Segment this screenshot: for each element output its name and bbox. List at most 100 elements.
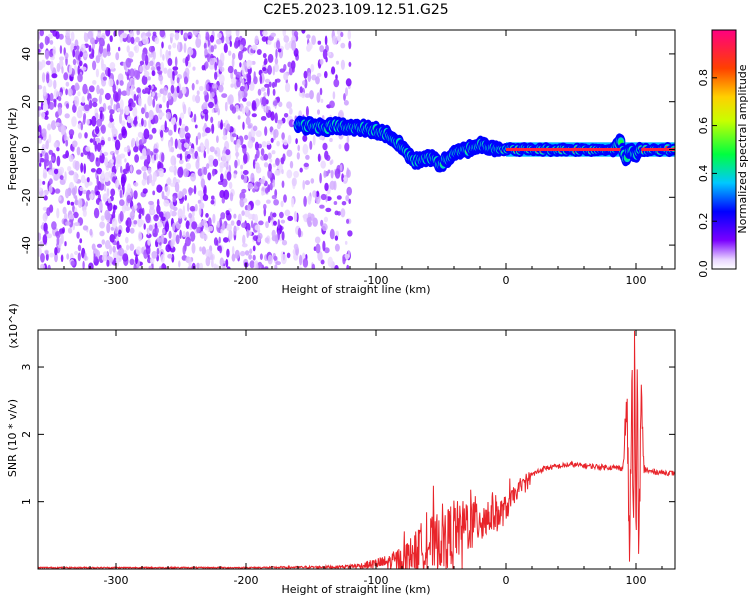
noise-blob (182, 230, 186, 238)
spectrogram-y-label: Frequency (Hz) (6, 108, 19, 191)
spectrogram-x-ticks: -300 -200 -100 0 100 (37, 30, 663, 287)
noise-blob (279, 68, 286, 73)
noise-blob (295, 138, 298, 145)
noise-blob (150, 151, 153, 156)
noise-blob (297, 227, 302, 238)
noise-blob (170, 117, 177, 126)
noise-blob (162, 87, 168, 96)
noise-blob (193, 113, 197, 123)
noise-blob (122, 62, 126, 66)
noise-blob (167, 177, 171, 186)
noise-blob (248, 254, 253, 260)
noise-blob (211, 108, 215, 113)
noise-blob (80, 175, 86, 184)
noise-blob (334, 168, 341, 179)
noise-blob (172, 66, 179, 71)
noise-blob (133, 46, 137, 51)
noise-blob (107, 123, 113, 128)
noise-blob (88, 85, 95, 93)
chart-title: C2E5.2023.109.12.51.G25 (263, 2, 448, 18)
noise-blob (252, 245, 256, 252)
noise-blob (100, 124, 106, 134)
noise-blob (236, 158, 241, 166)
noise-blob (148, 173, 153, 184)
noise-blob (172, 42, 177, 49)
noise-blob (174, 138, 178, 149)
noise-blob (161, 191, 165, 198)
noise-blob (121, 126, 127, 136)
noise-blob (101, 254, 108, 262)
noise-blob (72, 103, 77, 114)
noise-blob (348, 198, 352, 204)
noise-blob (66, 200, 71, 206)
spectrogram-y-tick-label: -20 (20, 188, 33, 206)
noise-blob (319, 58, 324, 65)
noise-blob (46, 73, 50, 84)
noise-blob (76, 231, 80, 239)
noise-blob (41, 72, 46, 83)
noise-blob (57, 106, 63, 116)
noise-blob (130, 164, 133, 174)
snr-x-tick-label: -200 (234, 574, 259, 587)
noise-blob (203, 184, 206, 196)
noise-blob (94, 140, 98, 152)
noise-blob (223, 128, 226, 137)
noise-blob (62, 154, 68, 159)
noise-blob (205, 31, 209, 38)
noise-blob (146, 154, 151, 163)
noise-blob (107, 137, 111, 142)
noise-blob (49, 30, 56, 34)
noise-blob (95, 137, 101, 143)
noise-blob (255, 263, 259, 269)
noise-blob (235, 71, 242, 78)
noise-blob (327, 256, 333, 268)
noise-blob (106, 259, 110, 267)
noise-blob (287, 215, 294, 222)
noise-blob (312, 190, 317, 198)
noise-blob (303, 195, 307, 207)
noise-blob (47, 264, 51, 269)
noise-blob (234, 159, 238, 169)
noise-blob (277, 229, 280, 241)
noise-blob (147, 238, 151, 246)
noise-blob (346, 169, 351, 178)
noise-blob (82, 115, 86, 125)
noise-blob (84, 132, 88, 139)
noise-blob (192, 211, 195, 217)
noise-blob (70, 201, 75, 206)
noise-blob (148, 265, 153, 269)
noise-blob (223, 237, 229, 243)
noise-blob (336, 60, 339, 65)
noise-blob (160, 124, 166, 131)
noise-blob (53, 99, 57, 108)
noise-blob (205, 256, 211, 267)
noise-blob (284, 209, 291, 217)
noise-blob (141, 148, 147, 159)
noise-blob (244, 83, 248, 94)
noise-blob (254, 162, 260, 170)
noise-blob (289, 160, 294, 169)
noise-blob (82, 189, 88, 195)
noise-blob (42, 102, 49, 112)
noise-blob (182, 205, 186, 217)
noise-blob (226, 248, 230, 258)
noise-blob (74, 160, 80, 171)
noise-blob (248, 131, 252, 141)
noise-blob (63, 72, 69, 81)
noise-blob (281, 239, 288, 246)
noise-blob (214, 94, 218, 105)
noise-blob (79, 186, 84, 192)
noise-blob (182, 58, 186, 64)
noise-blob (88, 152, 95, 163)
noise-blob (209, 34, 215, 43)
noise-blob (160, 216, 166, 222)
noise-blob (299, 254, 303, 266)
noise-blob (42, 85, 47, 97)
noise-blob (42, 212, 48, 222)
noise-blob (84, 252, 87, 261)
noise-blob (49, 160, 53, 171)
noise-blob (54, 252, 58, 263)
noise-blob (177, 41, 180, 52)
noise-blob (231, 133, 237, 138)
noise-blob (99, 221, 105, 229)
